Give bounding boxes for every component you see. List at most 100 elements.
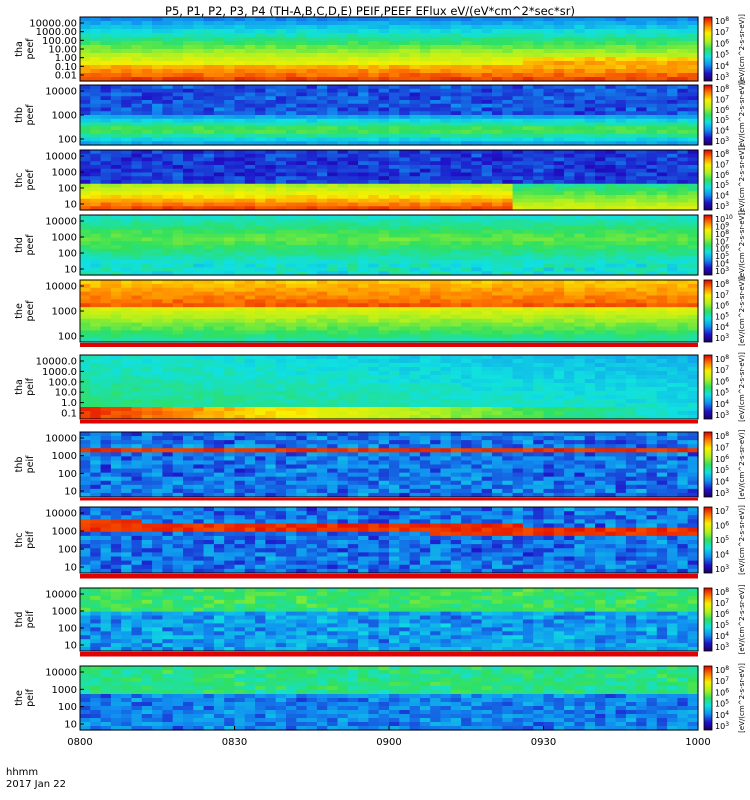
- spectrogram-cell: [636, 237, 648, 242]
- spectrogram-cell: [368, 61, 380, 66]
- spectrogram-cell: [553, 41, 565, 46]
- spectrogram-cell: [564, 115, 575, 120]
- spectrogram-cell: [234, 299, 246, 304]
- spectrogram-cell: [244, 137, 256, 142]
- spectrogram-cell: [440, 248, 452, 254]
- spectrogram-cell: [512, 202, 524, 207]
- spectrogram-cell: [152, 45, 163, 50]
- spectrogram-cell: [605, 245, 617, 250]
- spectrogram-cell: [296, 237, 308, 242]
- spectrogram-cell: [687, 165, 699, 170]
- spectrogram-cell: [244, 37, 256, 42]
- spectrogram-cell: [213, 303, 225, 308]
- spectrogram-cell: [564, 153, 575, 159]
- spectrogram-cell: [625, 176, 637, 181]
- spectrogram-cell: [296, 330, 308, 335]
- spectrogram-cell: [358, 77, 369, 82]
- spectrogram-cell: [492, 17, 503, 22]
- spectrogram-cell: [90, 299, 102, 304]
- spectrogram-cell: [399, 326, 411, 331]
- spectrogram-cell: [419, 92, 431, 97]
- colorbar-unit: [eV/(cm^2-s-sr-eV)]: [738, 80, 746, 150]
- spectrogram-cell: [564, 118, 575, 124]
- colorbar-tick-exponent: 8: [725, 279, 729, 286]
- spectrogram-cell: [492, 241, 503, 246]
- spectrogram-cell: [152, 103, 163, 109]
- spectrogram-cell: [440, 222, 452, 227]
- spectrogram-cell: [656, 111, 668, 116]
- panels: thapeef10000.001000.00100.0010.001.000.1…: [14, 14, 746, 733]
- spectrogram-cell: [625, 295, 637, 300]
- spectrogram-cell: [543, 77, 555, 82]
- spectrogram-cell: [337, 338, 349, 343]
- spectrogram-cell: [337, 77, 349, 82]
- spectrogram-cell: [502, 226, 514, 231]
- spectrogram-cell: [543, 283, 555, 289]
- spectrogram-cell: [636, 303, 648, 308]
- spectrogram-cell: [286, 267, 297, 272]
- spectrogram-cell: [306, 334, 318, 339]
- spectrogram-cell: [522, 122, 534, 127]
- spectrogram-cell: [131, 49, 143, 54]
- spectrogram-cell: [677, 161, 689, 166]
- spectrogram-cell: [502, 218, 514, 224]
- spectrogram-cell: [564, 137, 575, 142]
- spectrogram-cell: [615, 206, 627, 211]
- spectrogram-cell: [543, 299, 555, 304]
- spectrogram-cell: [296, 252, 308, 257]
- spectrogram-cell: [636, 218, 648, 224]
- spectrogram-cell: [512, 161, 524, 166]
- spectrogram-cell: [667, 115, 678, 120]
- spectrogram-cell: [667, 45, 678, 50]
- spectrogram-cell: [316, 271, 328, 276]
- spectrogram-cell: [656, 176, 668, 181]
- spectrogram-cell: [584, 191, 596, 196]
- spectrogram-cell: [378, 73, 390, 78]
- spectrogram-cell: [492, 314, 503, 320]
- spectrogram-cell: [584, 334, 596, 339]
- spectrogram-cell: [172, 92, 184, 97]
- spectrogram-cell: [378, 176, 390, 181]
- spectrogram-cell: [244, 141, 256, 146]
- spectrogram-cell: [327, 218, 339, 224]
- spectrogram-cell: [141, 77, 153, 82]
- spectrogram-cell: [234, 283, 246, 289]
- spectrogram-cell: [564, 314, 575, 320]
- spectrogram-cell: [224, 334, 236, 339]
- spectrogram-cell: [265, 338, 277, 343]
- spectrogram-cell: [265, 85, 277, 90]
- spectrogram-cell: [121, 311, 133, 316]
- spectrogram-cell: [358, 267, 369, 272]
- spectrogram-cell: [687, 314, 699, 320]
- spectrogram-cell: [110, 202, 122, 207]
- spectrogram-cell: [306, 299, 318, 304]
- spectrogram-cell: [512, 330, 524, 335]
- spectrogram-cell: [337, 176, 349, 181]
- spectrogram-cell: [564, 21, 575, 26]
- spectrogram-cell: [595, 172, 606, 177]
- spectrogram-cell: [502, 176, 514, 181]
- spectrogram-cell: [368, 172, 380, 177]
- spectrogram-cell: [183, 245, 194, 250]
- spectrogram-cell: [183, 237, 194, 242]
- spectrogram-cell: [574, 245, 586, 250]
- spectrogram-cell: [183, 150, 194, 155]
- spectrogram-cell: [450, 237, 462, 242]
- spectrogram-cell: [399, 161, 411, 166]
- spectrogram-cell: [522, 45, 534, 50]
- spectrogram-cell: [80, 399, 91, 404]
- spectrogram-cell: [677, 233, 689, 239]
- spectrogram-cell: [224, 77, 236, 82]
- spectrogram-cell: [327, 153, 339, 159]
- spectrogram-cell: [193, 17, 205, 22]
- spectrogram-cell: [595, 111, 606, 116]
- spectrogram-cell: [275, 226, 287, 231]
- spectrogram-cell: [80, 130, 91, 135]
- spectrogram-cell: [327, 77, 339, 82]
- spectrogram-cell: [409, 314, 421, 320]
- ytick-label: 1000.00: [36, 27, 77, 38]
- spectrogram-cell: [440, 29, 452, 34]
- spectrogram-cell: [141, 165, 153, 170]
- spectrogram-cell: [419, 263, 431, 269]
- spectrogram-cell: [327, 88, 339, 94]
